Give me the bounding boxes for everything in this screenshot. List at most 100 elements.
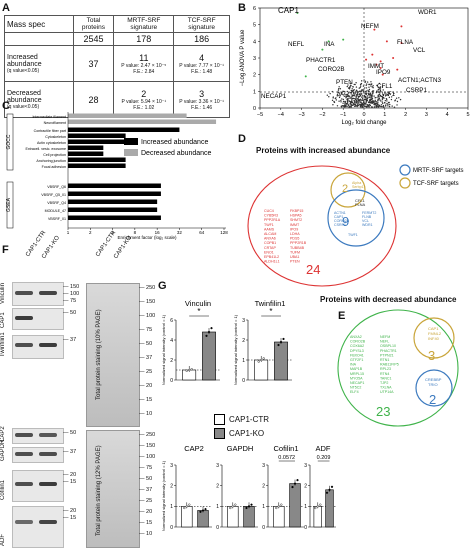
group-gsea: GSEA: [6, 197, 12, 212]
blot-band: [15, 452, 33, 456]
g-dot: [234, 503, 237, 506]
volcano-point: [328, 96, 330, 98]
volcano-point: [368, 106, 370, 108]
barC-category: Contractile fiber part: [34, 129, 66, 133]
gel1-marker: — 100: [139, 313, 156, 319]
volcano-point: [365, 83, 368, 85]
volcano-point: [346, 105, 348, 108]
g-bar: [274, 341, 288, 381]
volcano-point: [357, 97, 360, 99]
barC-xtick-label: 1: [67, 230, 70, 235]
volcano-point: [352, 86, 354, 88]
barC-category: Cytoskeleton: [45, 135, 66, 139]
volcano-point: [378, 105, 380, 108]
volcano-point: [329, 92, 331, 95]
volcano-point: [363, 105, 366, 107]
volcano-point: [350, 91, 353, 94]
volcano-point: [349, 85, 351, 88]
volcano-point: [382, 94, 384, 96]
panel-label-c: C: [2, 100, 10, 112]
volcano-point: [368, 86, 370, 88]
venn-e-tcf-circle: [413, 317, 455, 359]
volcano-point: [358, 90, 361, 93]
volcano-point: [399, 98, 402, 101]
volcano-point: [364, 81, 366, 84]
table-a-row3-tcf: 3 P value: 3.36 × 10⁻¹ F.E.: 1.46: [173, 81, 230, 118]
venn-d-overlap-1: FLNA: [355, 202, 366, 207]
g-bar: [289, 483, 301, 528]
tcf-inc-p: P value: 7.77 × 10⁻¹: [179, 62, 224, 69]
volcano-point: [372, 87, 374, 89]
barC-bar-increased: [68, 139, 135, 144]
volcano-point: [387, 105, 389, 107]
volcano-point: [380, 100, 382, 102]
volcano-point: [356, 92, 359, 94]
g-dot: [277, 343, 280, 347]
venn-e-all-circle: [337, 309, 459, 427]
volcano-point: [363, 101, 365, 104]
venn-e-green-item: CORO2B: [350, 340, 366, 344]
volcano-point: [346, 85, 348, 88]
volcano-point: [364, 87, 366, 89]
volcano-point: [377, 86, 379, 88]
volcano-point: [384, 99, 387, 102]
g-dot: [316, 505, 319, 508]
volcano-point: [359, 94, 362, 96]
venn-d-overlap-0: CFL1: [355, 198, 366, 203]
barC-category: Cell projection: [43, 153, 66, 157]
volcano-label: CORO2B: [318, 66, 345, 73]
volcano-point: [338, 100, 340, 102]
volcano-point: [373, 95, 375, 97]
venn-e-n-tcf: 3: [428, 348, 435, 363]
venn-e-green-item: GTF2F1: [350, 358, 363, 362]
volcano-point: [345, 94, 347, 96]
increased-label: Increased abundance: [7, 53, 42, 68]
venn-e-title: Proteins with decreased abundance: [320, 295, 457, 304]
blot-marker: — 100: [63, 291, 80, 297]
barC-bar-increased: [68, 207, 158, 212]
blot-band: [39, 291, 57, 295]
g-dot: [250, 503, 253, 506]
gel2-marker: — 50: [139, 476, 153, 482]
volcano-point: [389, 103, 391, 106]
barC-xtick-label: 32: [177, 230, 183, 235]
volcano-point: [375, 105, 378, 108]
g-dot: [282, 337, 285, 341]
volcano-point: [381, 86, 384, 88]
volcano-point: [355, 86, 358, 88]
volcano-xtick-label: 1: [383, 112, 386, 118]
venn-d-tcf-1: Serbp1: [352, 185, 364, 189]
blot-marker: — 15: [63, 479, 77, 485]
volcano-point: [375, 101, 377, 103]
volcano-point: [338, 96, 341, 99]
volcano-point: [361, 96, 363, 98]
volcano-point: [355, 95, 357, 97]
g-ytick-label: 0: [170, 378, 173, 384]
volcano-point: [378, 82, 381, 85]
g-ytick-label: 0: [242, 378, 245, 384]
volcano-point: [347, 84, 349, 86]
volcano-point: [396, 100, 399, 103]
venn-d-red-item: PDS5: [290, 237, 299, 241]
g-dot: [328, 488, 331, 491]
volcano-label: PHACTR1: [306, 57, 336, 64]
volcano-point: [363, 94, 366, 97]
g-chart-title: ADF: [316, 444, 331, 453]
g-ytick-label: 3: [170, 463, 173, 469]
legend-decreased-swatch: [124, 149, 138, 156]
panel-label-b: B: [238, 2, 246, 14]
g-dot: [291, 485, 294, 489]
venn-e-green-item: RPL23: [380, 367, 391, 371]
volcano-point: [367, 89, 369, 91]
volcano-point: [374, 104, 377, 106]
volcano-point: [344, 101, 346, 103]
volcano-point: [359, 103, 362, 106]
volcano-point: [354, 103, 356, 106]
volcano-point: [373, 103, 375, 105]
g-dot: [201, 509, 205, 512]
volcano-point: [368, 103, 370, 106]
tcf-dec-p: P value: 3.36 × 10⁻¹: [179, 98, 224, 105]
volcano-point: [379, 94, 382, 97]
volcano-point: [361, 97, 364, 100]
volcano-point: [359, 98, 362, 101]
